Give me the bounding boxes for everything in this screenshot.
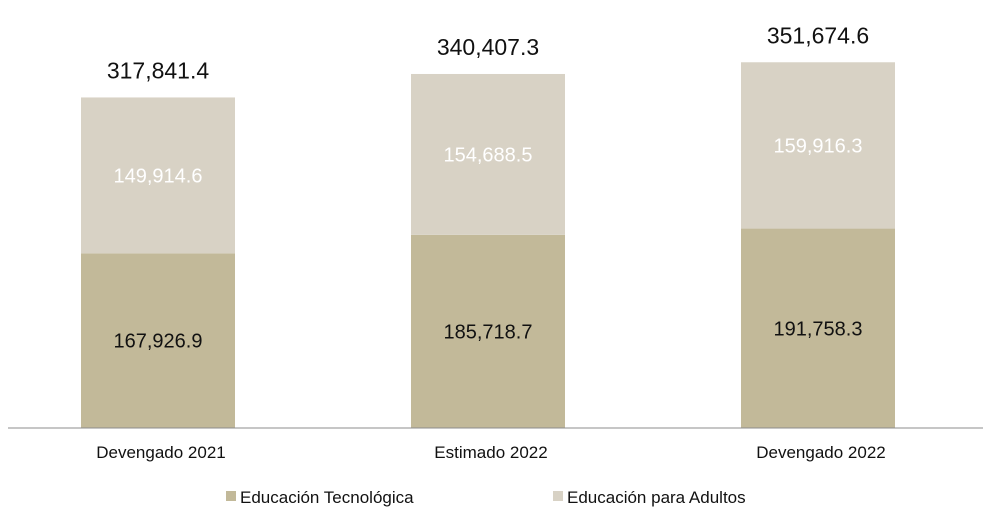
legend-swatch-educacion-para-adultos bbox=[553, 491, 563, 501]
segment-value-label: 167,926.9 bbox=[114, 331, 203, 353]
bar-segment bbox=[411, 73, 565, 235]
total-value-label: 317,841.4 bbox=[107, 57, 210, 83]
category-labels-group: Devengado 2021 Estimado 2022 Devengado 202… bbox=[96, 443, 886, 462]
category-label: Estimado 2022 bbox=[434, 443, 547, 462]
category-label: Devengado 2021 bbox=[96, 443, 226, 462]
bar-segment bbox=[741, 62, 895, 229]
legend: Educación Tecnológica Educación para Adu… bbox=[226, 488, 746, 507]
segment-value-label: 191,758.3 bbox=[774, 318, 863, 340]
bar-segment bbox=[81, 97, 235, 254]
bar-segment bbox=[741, 228, 895, 428]
segment-value-label: 185,718.7 bbox=[444, 321, 533, 343]
segment-value-label: 149,914.6 bbox=[114, 165, 203, 187]
bar-segment bbox=[411, 234, 565, 428]
category-label: Devengado 2022 bbox=[756, 443, 886, 462]
legend-label-educacion-tecnologica: Educación Tecnológica bbox=[240, 488, 414, 507]
legend-label-educacion-para-adultos: Educación para Adultos bbox=[567, 488, 746, 507]
total-value-label: 340,407.3 bbox=[437, 34, 539, 60]
bar-segment bbox=[81, 253, 235, 428]
segment-value-label: 159,916.3 bbox=[774, 135, 863, 157]
total-value-label: 351,674.6 bbox=[767, 22, 869, 48]
bars-group: 167,926.9 149,914.6 317,841.4 185,718.7 154,… bbox=[81, 22, 895, 428]
segment-value-label: 154,688.5 bbox=[444, 144, 533, 166]
legend-swatch-educacion-tecnologica bbox=[226, 491, 236, 501]
